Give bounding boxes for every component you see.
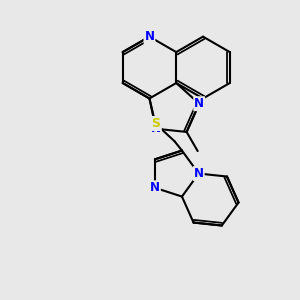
Text: N: N — [145, 30, 154, 43]
Text: N: N — [194, 167, 204, 180]
Text: N: N — [151, 122, 161, 135]
Text: S: S — [151, 117, 160, 130]
Text: N: N — [150, 181, 160, 194]
Text: N: N — [194, 97, 204, 110]
